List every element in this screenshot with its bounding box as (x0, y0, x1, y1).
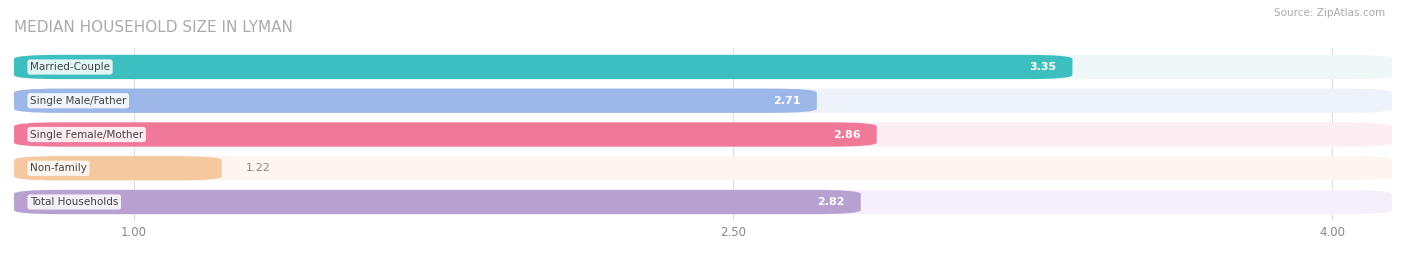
FancyBboxPatch shape (14, 190, 860, 214)
FancyBboxPatch shape (14, 190, 1392, 214)
FancyBboxPatch shape (14, 55, 1073, 79)
Text: MEDIAN HOUSEHOLD SIZE IN LYMAN: MEDIAN HOUSEHOLD SIZE IN LYMAN (14, 20, 292, 35)
Text: Single Female/Mother: Single Female/Mother (30, 129, 143, 140)
FancyBboxPatch shape (14, 89, 1392, 113)
FancyBboxPatch shape (14, 156, 222, 180)
Text: 3.35: 3.35 (1029, 62, 1056, 72)
Text: Source: ZipAtlas.com: Source: ZipAtlas.com (1274, 8, 1385, 18)
Text: 1.22: 1.22 (246, 163, 270, 173)
Text: 2.82: 2.82 (817, 197, 845, 207)
Text: Non-family: Non-family (30, 163, 87, 173)
FancyBboxPatch shape (14, 89, 817, 113)
FancyBboxPatch shape (14, 122, 1392, 147)
Text: 2.71: 2.71 (773, 96, 801, 106)
FancyBboxPatch shape (14, 122, 877, 147)
FancyBboxPatch shape (14, 55, 1392, 79)
FancyBboxPatch shape (14, 156, 1392, 180)
Text: Married-Couple: Married-Couple (30, 62, 110, 72)
Text: 2.86: 2.86 (834, 129, 860, 140)
Text: Single Male/Father: Single Male/Father (30, 96, 127, 106)
Text: Total Households: Total Households (30, 197, 118, 207)
